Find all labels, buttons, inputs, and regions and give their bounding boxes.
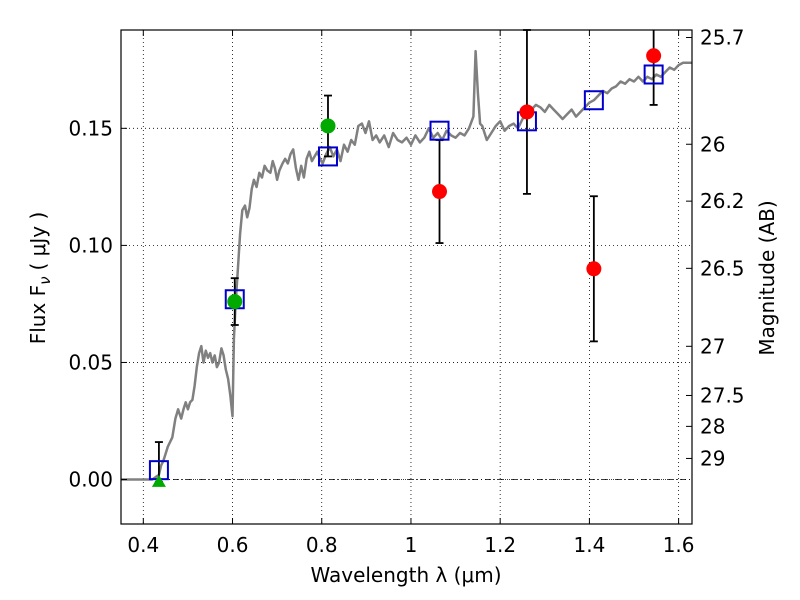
red-circle-marker: [519, 104, 535, 120]
magnitude-tick-label: 29: [700, 446, 725, 470]
plot-frame: [120, 29, 693, 525]
x-tick-label: 0.6: [217, 533, 249, 557]
model-square-marker: [317, 146, 338, 167]
magnitude-tick-label: 27: [700, 334, 725, 358]
x-tick-label: 0.4: [127, 533, 159, 557]
red-circle-marker: [646, 48, 662, 64]
red-circle-marker: [586, 261, 602, 277]
spectrum-line: [121, 49, 692, 481]
magnitude-tick-label: 27.5: [700, 383, 745, 407]
green-circle-marker: [227, 294, 243, 310]
green-triangle-marker: [151, 474, 166, 487]
x-tick-labels: 0.4 0.6 0.8 1 1.2 1.4 1.6: [127, 533, 694, 557]
y-axis-label-subscript: ν: [36, 276, 54, 284]
y-tick-label: 0.15: [68, 116, 113, 140]
y-tick-label: 0.05: [68, 350, 113, 374]
red-circle-marker: [432, 184, 448, 200]
data-markers: [148, 48, 664, 487]
x-axis-label: Wavelength λ (μm): [310, 563, 501, 587]
model-square-marker: [429, 120, 450, 141]
magnitude-tick-label: 26.2: [700, 189, 745, 213]
green-circle-marker: [320, 118, 336, 134]
axis-ticks: [121, 30, 692, 524]
model-square-marker: [583, 90, 604, 111]
x-tick-label: 1.2: [484, 533, 516, 557]
magnitude-tick-label: 26: [700, 132, 725, 156]
magnitude-tick-label: 25.7: [700, 25, 745, 49]
y-tick-label: 0.10: [68, 233, 113, 257]
x-tick-label: 1.4: [573, 533, 605, 557]
x-tick-label: 1: [405, 533, 418, 557]
x-tick-label: 1.6: [663, 533, 695, 557]
y-tick-labels: 0.00 0.05 0.10 0.15: [68, 116, 113, 491]
model-square-marker: [643, 64, 664, 85]
y-tick-label: 0.00: [68, 468, 113, 492]
spectrum-group: [121, 49, 692, 481]
y-axis-label: Flux Fν ( μJy ): [26, 212, 54, 345]
magnitude-tick-label: 28: [700, 414, 725, 438]
plot-background: [121, 30, 692, 524]
y-axis-label-unit: ( μJy ): [26, 212, 50, 271]
magnitude-tick-label: 26.5: [700, 256, 745, 280]
x-tick-label: 0.8: [306, 533, 338, 557]
y-axis-label-main: Flux F: [26, 285, 50, 344]
right-axis-label: Magnitude (AB): [755, 200, 779, 355]
magnitude-tick-labels: 25.7 26 26.2 26.5 27 27.5 28 29: [700, 25, 745, 470]
